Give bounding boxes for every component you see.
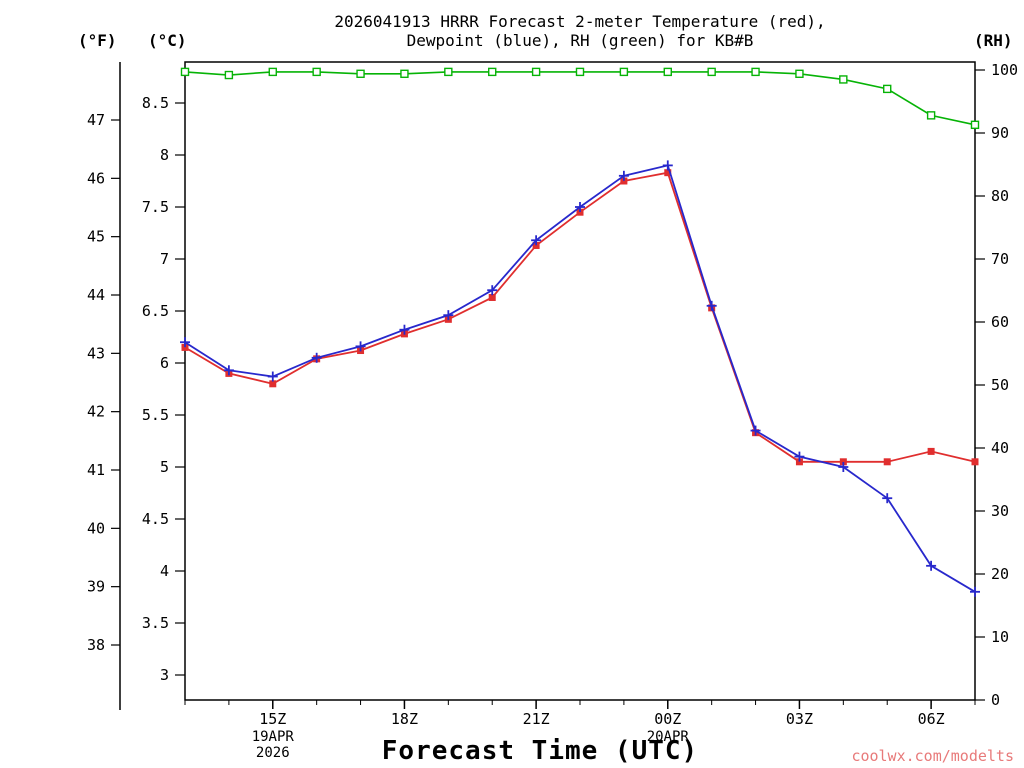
celsius-tick-label: 3 — [160, 666, 169, 684]
open-square-marker — [663, 67, 672, 77]
celsius-tick-label: 7 — [160, 250, 169, 268]
filled-square-marker — [269, 380, 277, 388]
fahrenheit-tick-label: 47 — [87, 111, 105, 129]
fahrenheit-tick-label: 38 — [87, 636, 105, 654]
fahrenheit-tick-label: 39 — [87, 578, 105, 596]
rh-tick-label: 20 — [991, 565, 1009, 583]
open-square-marker — [575, 67, 585, 77]
celsius-axis-unit-label: (°C) — [148, 31, 187, 50]
chart-title-line2: Dewpoint (blue), RH (green) for KB#B — [406, 31, 754, 50]
plot-frame — [184, 61, 976, 701]
celsius-tick-label: 8 — [160, 146, 169, 164]
open-square-marker — [444, 67, 453, 77]
rh-tick-label: 80 — [991, 187, 1009, 205]
open-square-marker — [400, 69, 409, 78]
celsius-tick-label: 7.5 — [142, 198, 169, 216]
x-tick-label: 15Z — [259, 710, 286, 728]
rh-axis-unit-label: (RH) — [974, 31, 1013, 50]
open-square-marker — [268, 67, 277, 77]
open-square-marker — [224, 70, 234, 80]
fahrenheit-tick-label: 46 — [87, 169, 105, 187]
fahrenheit-tick-label: 45 — [87, 228, 105, 246]
filled-square-marker — [181, 343, 189, 351]
filled-square-marker — [488, 293, 496, 301]
celsius-tick-label: 4.5 — [142, 510, 169, 528]
open-square-marker — [180, 67, 190, 77]
fahrenheit-tick-label: 44 — [87, 286, 105, 304]
open-square-marker — [751, 67, 760, 77]
open-square-marker — [707, 67, 716, 77]
chart-title-line1: 2026041913 HRRR Forecast 2-meter Tempera… — [334, 12, 826, 31]
series-line-2-meter-temperature — [184, 171, 976, 463]
celsius-tick-label: 3.5 — [142, 614, 169, 632]
open-square-marker — [531, 67, 541, 77]
open-square-marker — [312, 67, 321, 77]
rh-tick-label: 0 — [991, 691, 1000, 709]
filled-square-marker — [532, 241, 540, 249]
rh-tick-label: 100 — [991, 61, 1018, 79]
open-square-marker — [795, 69, 804, 78]
open-square-marker — [883, 84, 892, 94]
rh-tick-label: 70 — [991, 250, 1009, 268]
chart-title: 2026041913 HRRR Forecast 2-meter Tempera… — [185, 12, 975, 50]
filled-square-marker — [839, 458, 847, 466]
open-square-marker — [356, 69, 365, 78]
open-square-marker — [970, 120, 980, 130]
fahrenheit-tick-label: 40 — [87, 519, 105, 537]
rh-tick-label: 40 — [991, 439, 1009, 457]
celsius-tick-label: 6 — [160, 354, 169, 372]
celsius-tick-label: 4 — [160, 562, 169, 580]
rh-tick-label: 30 — [991, 502, 1009, 520]
rh-tick-label: 90 — [991, 124, 1009, 142]
filled-square-marker — [795, 458, 803, 466]
celsius-tick-label: 5.5 — [142, 406, 169, 424]
series-line-dewpoint — [184, 164, 976, 593]
rh-tick-label: 10 — [991, 628, 1009, 646]
series-line-rh — [184, 71, 976, 126]
filled-square-marker — [927, 447, 935, 455]
rh-tick-label: 50 — [991, 376, 1009, 394]
rh-tick-label: 60 — [991, 313, 1009, 331]
fahrenheit-tick-label: 43 — [87, 344, 105, 362]
x-date-label: 2026 — [256, 745, 290, 761]
open-square-marker — [926, 111, 936, 120]
filled-square-marker — [664, 169, 672, 177]
open-square-marker — [619, 67, 629, 77]
celsius-tick-label: 6.5 — [142, 302, 169, 320]
filled-square-marker — [576, 208, 584, 216]
x-axis-title: Forecast Time (UTC) — [381, 736, 699, 766]
filled-square-marker — [971, 458, 979, 466]
x-tick-label: 00Z — [654, 710, 681, 728]
x-tick-label: 03Z — [786, 710, 813, 728]
x-tick-label: 06Z — [918, 710, 945, 728]
open-square-marker — [839, 75, 848, 84]
x-tick-label: 18Z — [391, 710, 418, 728]
fahrenheit-tick-label: 42 — [87, 403, 105, 421]
x-date-label: 20APR — [647, 729, 690, 745]
celsius-tick-label: 8.5 — [142, 94, 169, 112]
x-tick-label: 21Z — [523, 710, 550, 728]
fahrenheit-axis-unit-label: (°F) — [78, 31, 117, 50]
fahrenheit-tick-label: 41 — [87, 461, 105, 479]
x-date-label: 19APR — [252, 729, 295, 745]
open-square-marker — [488, 67, 497, 77]
watermark-text: coolwx.com/modelts — [851, 747, 1014, 765]
filled-square-marker — [620, 177, 628, 185]
celsius-tick-label: 5 — [160, 458, 169, 476]
filled-square-marker — [883, 458, 891, 466]
